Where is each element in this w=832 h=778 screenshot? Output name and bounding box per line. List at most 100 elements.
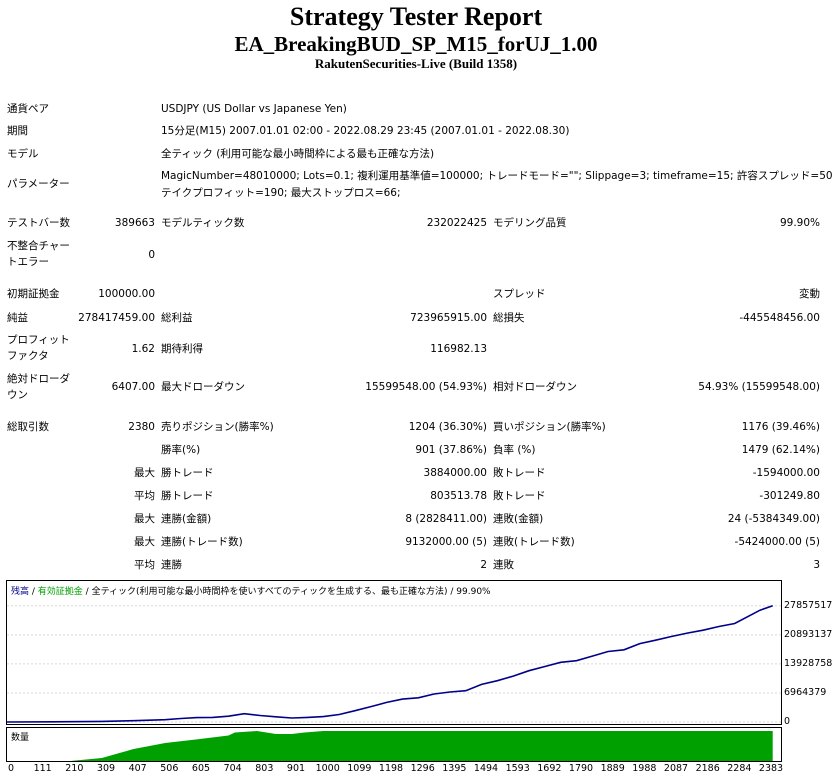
- x-tick-label: 0: [7, 763, 15, 774]
- x-tick-label: 1692: [537, 763, 562, 774]
- legend-model: 全ティック(利用可能な最小時間枠を使いすべてのティックを生成する、最も正確な方法…: [91, 587, 448, 597]
- volume-label: 数量: [11, 733, 30, 743]
- max-cons-loss-cnt-label: 連敗(トレード数): [493, 536, 575, 548]
- x-tick-label: 2186: [695, 763, 720, 774]
- avg-win-value: 803513.78: [430, 490, 487, 502]
- y-tick-label: 0: [784, 716, 791, 727]
- x-tick-label: 1494: [473, 763, 499, 774]
- max-prefix-2: 最大: [134, 513, 155, 525]
- model-value: 全ティック (利用可能な最小時間枠による最も正確な方法): [161, 148, 435, 160]
- quality-label: モデリング品質: [493, 217, 567, 229]
- deposit-value: 100000.00: [98, 288, 155, 300]
- balance-chart-svg: [7, 605, 781, 723]
- avg-cons-win-value: 2: [480, 559, 487, 571]
- rel-dd-value: 54.93% (15599548.00): [698, 381, 820, 393]
- rel-dd-label: 相対ドローダウン: [493, 381, 577, 393]
- total-trades-value: 2380: [128, 421, 155, 433]
- bars-label: テストバー数: [7, 217, 70, 229]
- x-tick-label: 1099: [347, 763, 372, 774]
- abs-dd-label-2: ウン: [7, 389, 28, 401]
- x-tick-label: 901: [286, 763, 306, 774]
- x-tick-label: 1296: [410, 763, 435, 774]
- loss-rate-value: 1479 (62.14%): [741, 444, 820, 456]
- x-tick-label: 1889: [600, 763, 625, 774]
- gross-profit-value: 723965915.00: [410, 312, 487, 324]
- expected-value: 116982.13: [430, 343, 487, 355]
- gross-loss-label: 総損失: [493, 312, 525, 324]
- period-label: 期間: [7, 125, 28, 137]
- long-value: 1176 (39.46%): [741, 421, 820, 433]
- avg-win-label: 勝トレード: [161, 490, 214, 502]
- symbol-value: USDJPY (US Dollar vs Japanese Yen): [161, 103, 347, 115]
- y-tick-label: 6964379: [784, 686, 827, 698]
- x-tick-label: 803: [255, 763, 274, 774]
- total-trades-label: 総取引数: [7, 421, 49, 433]
- max-prefix-3: 最大: [134, 536, 155, 548]
- avg-cons-loss-label: 連敗: [493, 559, 514, 571]
- server-build: RakutenSecurities-Live (Build 1358): [314, 56, 518, 71]
- max-cons-win-amt-value: 8 (2828411.00): [405, 513, 487, 525]
- balance-chart: 残高 / 有効証拠金 / 全ティック(利用可能な最小時間枠を使いすべてのティック…: [6, 580, 782, 725]
- max-prefix: 最大: [134, 467, 155, 479]
- x-tick-label: 1395: [442, 763, 467, 774]
- x-tick-label: 605: [191, 763, 211, 774]
- legend-sep-2: /: [82, 587, 92, 597]
- quality-value: 99.90%: [779, 217, 820, 229]
- ticks-value: 232022425: [426, 217, 487, 229]
- y-tick-label: 27857517: [784, 599, 832, 611]
- max-dd-value: 15599548.00 (54.93%): [365, 381, 487, 393]
- expected-label: 期待利得: [161, 343, 203, 355]
- x-tick-label: 1988: [632, 763, 657, 774]
- mismatch-value: 0: [148, 249, 155, 261]
- max-cons-win-amt-label: 連勝(金額): [161, 513, 212, 525]
- win-rate-label: 勝率(%): [161, 444, 201, 456]
- max-loss-value: -1594000.00: [752, 467, 820, 479]
- gross-loss-value: -445548456.00: [739, 312, 820, 324]
- x-tick-label: 1790: [568, 763, 594, 774]
- x-tick-label: 407: [128, 763, 147, 774]
- report-title: Strategy Tester Report: [289, 2, 543, 31]
- legend-margin: 有効証拠金: [37, 587, 83, 597]
- volume-chart-svg: [7, 731, 773, 761]
- x-tick-label: 1000: [315, 763, 340, 774]
- x-tick-label: 309: [96, 763, 116, 774]
- y-tick-label: 13928758: [784, 657, 832, 669]
- params-label: パラメーター: [7, 178, 70, 190]
- pf-value: 1.62: [131, 343, 155, 355]
- mismatch-label-1: 不整合チャー: [7, 240, 70, 252]
- max-win-value: 3884000.00: [423, 467, 487, 479]
- max-cons-loss-amt-value: 24 (-5384349.00): [727, 513, 820, 525]
- spread-value: 変動: [799, 288, 820, 300]
- chart-legend: 残高 / 有効証拠金 / 全ティック(利用可能な最小時間枠を使いすべてのティック…: [11, 584, 491, 597]
- abs-dd-label-1: 絶対ドローダ: [7, 373, 70, 385]
- mismatch-label-2: トエラー: [7, 256, 49, 268]
- max-cons-loss-amt-label: 連敗(金額): [493, 513, 544, 525]
- pf-label-2: ファクタ: [7, 350, 49, 362]
- params-line-1: MagicNumber=48010000; Lots=0.1; 複利運用基準値=…: [161, 170, 832, 182]
- max-loss-label: 敗トレード: [493, 467, 546, 479]
- volume-area: [7, 731, 773, 761]
- deposit-label: 初期証拠金: [7, 288, 60, 300]
- avg-loss-value: -301249.80: [759, 490, 820, 502]
- net-value: 278417459.00: [78, 312, 155, 324]
- long-label: 買いポジション(勝率%): [493, 421, 606, 433]
- x-tick-label: 111: [33, 763, 52, 774]
- net-label: 純益: [7, 312, 28, 324]
- pf-label-1: プロフィット: [7, 334, 70, 346]
- spread-label: スプレッド: [493, 288, 546, 300]
- gross-profit-label: 総利益: [161, 312, 193, 324]
- legend-sep-1: /: [29, 587, 38, 597]
- legend-balance: 残高: [11, 587, 30, 597]
- y-tick-label: 20893137: [784, 628, 832, 640]
- win-rate-value: 901 (37.86%): [415, 444, 487, 456]
- volume-chart: 数量: [6, 727, 782, 762]
- x-tick-label: 704: [223, 763, 242, 774]
- short-value: 1204 (36.30%): [408, 421, 487, 433]
- short-label: 売りポジション(勝率%): [161, 421, 274, 433]
- params-line-2: テイクプロフィット=190; 最大ストップロス=66;: [161, 187, 401, 199]
- x-tick-label: 2087: [663, 763, 689, 774]
- x-tick-label: 506: [160, 763, 179, 774]
- legend-quality: / 99.90%: [447, 587, 491, 597]
- x-tick-label: 1593: [505, 763, 530, 774]
- avg-cons-win-label: 連勝: [161, 559, 182, 571]
